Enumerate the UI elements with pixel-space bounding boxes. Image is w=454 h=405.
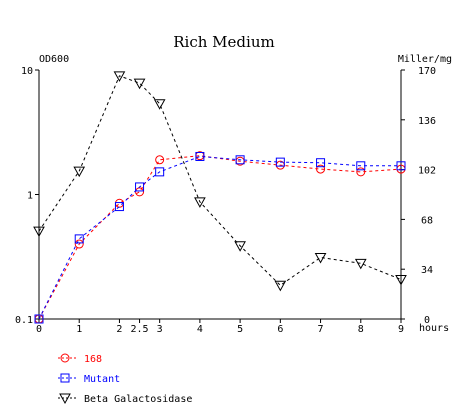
data-point-beta-galactosidase <box>153 99 166 110</box>
x-tick-label: 3 <box>157 324 163 335</box>
right-tick-label: 170 <box>418 66 436 77</box>
x-tick-label: 4 <box>197 324 203 335</box>
legend-label: 168 <box>84 354 102 365</box>
data-point-beta-galactosidase <box>73 166 86 178</box>
left-tick-label: 1 <box>27 191 33 202</box>
legend-item-mutant: Mutant <box>58 373 120 385</box>
legend-item-168: 168 <box>58 353 102 365</box>
data-point-beta-galactosidase <box>133 78 146 90</box>
data-point-beta-galactosidase <box>194 197 206 208</box>
x-tick-label: 6 <box>277 324 283 335</box>
data-point-mutant <box>235 155 245 165</box>
legend-marker <box>59 393 71 405</box>
right-tick-label: 34 <box>421 265 433 276</box>
x-tick-label: 8 <box>358 324 364 335</box>
series-layer <box>33 71 407 324</box>
data-point-mutant <box>114 202 124 212</box>
data-point-beta-galactosidase <box>234 241 246 252</box>
data-point-beta-galactosidase <box>274 280 287 292</box>
chart-title: Rich Medium <box>173 33 274 51</box>
series-line-mutant <box>38 155 401 320</box>
right-axis-ticks: 0 34 68 102 136 170 <box>401 66 436 326</box>
data-point-beta-galactosidase <box>395 274 407 286</box>
data-point-beta-galactosidase <box>314 252 327 264</box>
series-mutant <box>34 151 406 324</box>
data-point-168 <box>155 155 165 165</box>
data-point-mutant <box>135 182 145 192</box>
data-point-168 <box>135 187 145 197</box>
data-point-mutant <box>155 167 165 177</box>
x-tick-label: 9 <box>398 324 404 335</box>
data-point-beta-galactosidase <box>113 71 126 82</box>
x-axis-label: hours <box>419 323 449 334</box>
data-point-mutant <box>356 161 366 171</box>
legend: 168 Mutant Beta Galactosidase <box>58 353 192 405</box>
data-point-beta-galactosidase <box>33 226 45 238</box>
right-tick-label: 136 <box>418 116 436 127</box>
data-point-mutant <box>275 157 285 167</box>
right-tick-label: 68 <box>421 215 433 226</box>
x-axis-ticks: 0 1 2 2.5 3 4 5 6 7 8 9 <box>36 319 404 335</box>
legend-label: Beta Galactosidase <box>84 394 192 405</box>
x-tick-label: 0 <box>36 324 42 335</box>
data-point-168 <box>316 164 326 174</box>
left-tick-label: 10 <box>21 66 33 77</box>
right-axis-label: Miller/mg <box>398 54 452 65</box>
series-line-beta-galactosidase <box>38 75 402 286</box>
right-tick-label: 0 <box>424 315 430 326</box>
legend-marker <box>60 373 70 383</box>
legend-marker <box>60 353 70 363</box>
series-168 <box>34 151 406 324</box>
data-point-mutant <box>195 151 205 161</box>
data-point-mutant <box>34 314 44 324</box>
data-point-mutant <box>316 158 326 168</box>
series-beta-galactosidase <box>33 71 407 292</box>
left-axis-ticks: 0.1 1 10 <box>15 66 39 326</box>
data-point-168 <box>74 239 84 249</box>
left-tick-label: 0.1 <box>15 315 33 326</box>
data-point-mutant <box>74 234 84 244</box>
data-point-mutant <box>396 161 406 171</box>
left-axis-label: OD600 <box>39 54 69 65</box>
data-point-168 <box>356 167 366 177</box>
x-tick-label: 2 <box>116 324 122 335</box>
right-tick-label: 102 <box>418 166 436 177</box>
series-line-168 <box>38 155 402 320</box>
legend-item-beta-galactosidase: Beta Galactosidase <box>58 393 192 405</box>
x-tick-label: 2.5 <box>131 324 149 335</box>
data-point-beta-galactosidase <box>354 258 367 270</box>
legend-label: Mutant <box>84 374 120 385</box>
x-tick-label: 7 <box>318 324 324 335</box>
x-tick-label: 5 <box>237 324 243 335</box>
x-tick-label: 1 <box>76 324 82 335</box>
